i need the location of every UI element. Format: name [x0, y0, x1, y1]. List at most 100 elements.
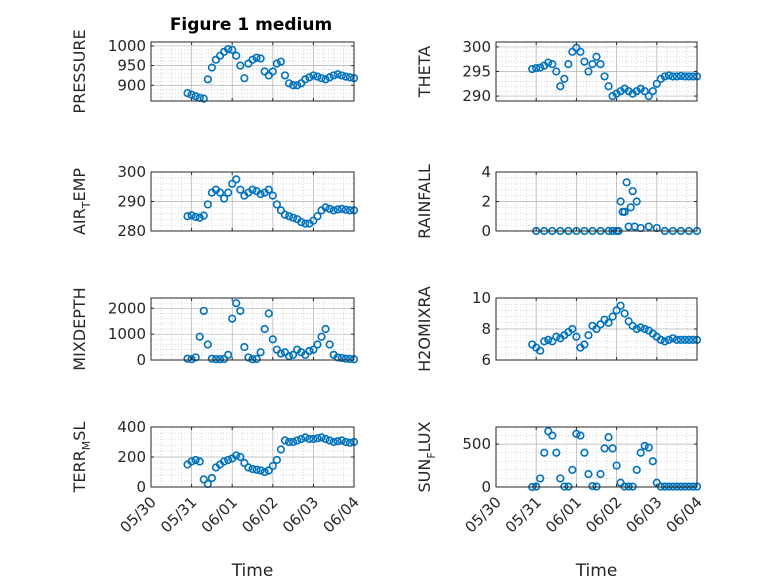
data-point	[592, 324, 601, 334]
data-point	[660, 337, 669, 346]
data-point	[289, 350, 298, 359]
y-tick-label: 2	[481, 193, 491, 211]
data-point	[540, 337, 549, 346]
data-point	[544, 427, 553, 436]
axes-frame	[150, 41, 355, 102]
subplot-2: 290 295 300 THETA	[415, 38, 702, 105]
data-point	[256, 54, 265, 63]
data-point	[195, 457, 204, 466]
data-point	[564, 60, 573, 69]
data-point	[568, 324, 577, 334]
y-tick-label: 10	[472, 289, 491, 307]
x-tick-label: 05/30	[117, 493, 160, 536]
data-point	[622, 178, 631, 187]
y-tick-label: 0	[481, 222, 491, 240]
data-point	[199, 475, 208, 484]
data-point	[203, 200, 212, 209]
data-point	[544, 335, 553, 344]
data-point	[309, 216, 318, 225]
x-axis-label: Time	[575, 561, 618, 581]
y-tick-label: 290	[462, 87, 491, 105]
data-point	[280, 71, 290, 80]
data-point	[584, 67, 593, 76]
data-point	[552, 448, 561, 457]
data-point	[203, 340, 212, 349]
data-point	[309, 345, 318, 354]
data-point	[592, 52, 601, 61]
data-point	[532, 63, 541, 73]
data-point	[260, 324, 269, 334]
x-tick-label: 06/04	[320, 493, 363, 536]
data-point	[236, 306, 245, 316]
data-point	[224, 350, 233, 359]
data-point	[620, 207, 629, 216]
x-tick-label: 06/03	[622, 493, 665, 536]
data-point	[301, 433, 310, 442]
data-point	[248, 355, 257, 364]
data-point	[224, 188, 233, 197]
data-point	[256, 348, 265, 357]
data-point	[680, 335, 690, 344]
data-point	[207, 354, 216, 363]
data-point	[207, 63, 216, 72]
data-point	[612, 306, 621, 315]
data-point	[309, 71, 318, 80]
data-point	[640, 441, 649, 450]
data-point	[345, 206, 355, 215]
data-point	[199, 211, 208, 220]
data-point	[596, 470, 605, 479]
x-tick-label: 06/01	[198, 493, 241, 536]
data-point	[552, 332, 561, 341]
y-axis-label: H2OMIXRA	[415, 286, 434, 372]
data-point	[195, 332, 204, 341]
data-point	[333, 353, 342, 362]
data-point	[584, 470, 593, 479]
data-point	[600, 72, 609, 81]
x-tick-label: 06/04	[663, 493, 706, 536]
data-point	[191, 353, 200, 362]
data-point	[293, 81, 302, 90]
y-axis-label: SUNFLUX	[415, 421, 438, 492]
x-tick-label: 06/01	[542, 493, 585, 536]
data-point	[256, 466, 265, 475]
data-point	[337, 436, 346, 445]
data-point	[224, 455, 233, 465]
data-point	[616, 197, 625, 206]
y-axis-label: PRESSURE	[70, 29, 89, 113]
y-axis-label: MIXDEPTH	[70, 287, 89, 370]
data-point	[248, 185, 257, 194]
y-axis-label: TERRMSL	[70, 422, 93, 494]
data-point	[313, 340, 322, 349]
data-point	[293, 436, 302, 445]
data-point	[276, 206, 286, 215]
data-point	[276, 349, 286, 358]
y-tick-label: 300	[462, 38, 491, 56]
data-point	[644, 222, 653, 231]
data-point	[248, 55, 257, 64]
data-point	[219, 194, 229, 203]
data-point	[191, 92, 200, 101]
data-point	[626, 203, 635, 212]
y-tick-label: 6	[481, 351, 491, 369]
data-point	[536, 474, 545, 483]
data-point	[219, 457, 229, 466]
data-point	[195, 213, 204, 222]
data-point	[284, 437, 294, 447]
data-point	[684, 335, 694, 344]
data-point	[321, 75, 330, 84]
y-axis-label: AIRTEMP	[70, 168, 93, 235]
data-point	[568, 465, 577, 474]
y-axis-label: RAINFALL	[415, 164, 434, 239]
data-point	[572, 332, 581, 341]
data-point	[276, 445, 286, 454]
x-tick-label: 05/30	[462, 493, 505, 536]
data-point	[199, 306, 208, 316]
data-point	[244, 353, 253, 362]
data-point	[183, 354, 192, 363]
data-point	[268, 67, 277, 76]
data-point	[219, 354, 229, 364]
data-point	[325, 436, 334, 445]
data-point	[628, 187, 637, 196]
data-point	[313, 72, 322, 81]
